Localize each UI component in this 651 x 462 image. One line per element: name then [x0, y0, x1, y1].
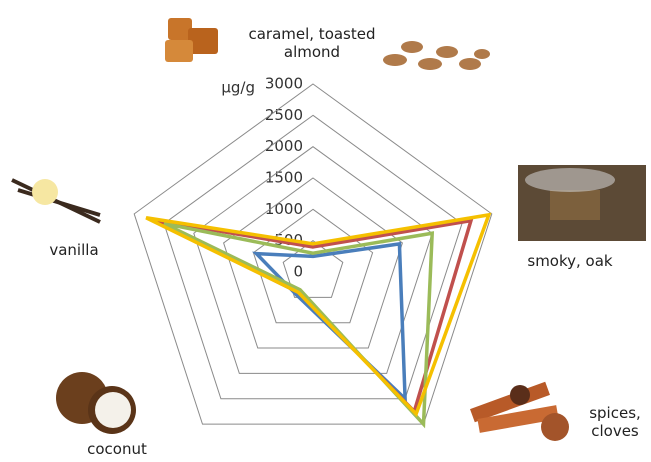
series-line — [152, 220, 471, 412]
category-label: coconut — [72, 440, 162, 458]
vanilla-image — [12, 179, 100, 222]
spice-image — [470, 382, 569, 441]
page: µg/g 050010001500200025003000 caramel, t… — [0, 0, 651, 462]
category-label: spices, cloves — [583, 404, 647, 440]
almond-image — [383, 41, 490, 70]
y-tick-label: 3000 — [265, 75, 303, 93]
chart: µg/g 050010001500200025003000 — [0, 0, 651, 462]
category-label: caramel, toasted almond — [232, 25, 392, 61]
category-label: vanilla — [36, 241, 112, 259]
caramel-image — [165, 40, 193, 62]
series-line — [164, 224, 432, 425]
oak-image — [525, 168, 615, 192]
y-tick-label: 0 — [293, 263, 303, 281]
coconut-image — [95, 392, 131, 428]
illustrations — [12, 18, 646, 441]
axis-unit: µg/g — [221, 79, 255, 97]
oak-image — [550, 190, 600, 220]
category-label: smoky, oak — [520, 252, 620, 270]
series-line — [146, 215, 489, 414]
